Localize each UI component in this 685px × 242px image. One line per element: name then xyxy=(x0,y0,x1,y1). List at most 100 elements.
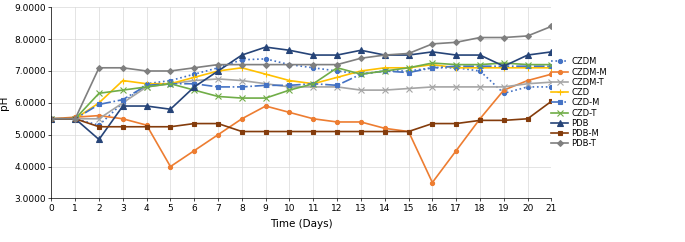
CZDM-M xyxy=(404,130,412,133)
CZDM-T xyxy=(166,82,175,85)
PDB-M xyxy=(238,130,246,133)
CZDM xyxy=(476,69,484,72)
PDB xyxy=(166,108,175,111)
CZDM xyxy=(190,73,199,76)
PDB-T xyxy=(142,69,151,72)
Legend: CZDM, CZDM-M, CZDM-T, CZD, CZD-M, CZD-T, PDB, PDB-M, PDB-T: CZDM, CZDM-M, CZDM-T, CZD, CZD-M, CZD-T,… xyxy=(551,57,607,148)
PDB-T xyxy=(523,35,532,38)
PDB-M xyxy=(404,130,412,133)
X-axis label: Time (Days): Time (Days) xyxy=(270,219,333,228)
CZD-T xyxy=(47,117,55,120)
PDB-M xyxy=(47,117,55,120)
CZDM-M xyxy=(262,105,270,107)
CZD-M xyxy=(452,65,460,68)
CZD-M xyxy=(381,69,389,72)
CZD-T xyxy=(547,63,556,66)
PDB-T xyxy=(286,63,294,66)
CZD-T xyxy=(71,117,79,120)
PDB-T xyxy=(190,66,199,69)
PDB-M xyxy=(214,122,222,125)
CZDM-T xyxy=(190,79,199,82)
CZD-T xyxy=(523,63,532,66)
CZD-M xyxy=(119,98,127,101)
CZDM xyxy=(238,58,246,61)
CZD xyxy=(499,66,508,69)
CZDM-M xyxy=(476,117,484,120)
PDB-T xyxy=(381,54,389,57)
PDB-M xyxy=(119,125,127,128)
CZD-T xyxy=(499,61,508,64)
PDB-T xyxy=(166,69,175,72)
CZDM-M xyxy=(47,117,55,120)
CZDM-M xyxy=(452,149,460,152)
CZD xyxy=(309,82,317,85)
CZDM-T xyxy=(262,82,270,85)
PDB-M xyxy=(499,119,508,122)
CZDM xyxy=(71,117,79,120)
CZDM-M xyxy=(523,79,532,82)
CZDM-T xyxy=(523,82,532,85)
CZDM-M xyxy=(499,89,508,91)
CZD xyxy=(381,66,389,69)
CZD xyxy=(523,66,532,69)
PDB xyxy=(119,105,127,107)
CZD-T xyxy=(166,82,175,85)
CZDM xyxy=(523,85,532,88)
CZD-M xyxy=(333,84,341,87)
CZD-M xyxy=(547,65,556,68)
CZD-M xyxy=(47,117,55,120)
CZDM-T xyxy=(47,117,55,120)
PDB-M xyxy=(190,122,199,125)
CZD-M xyxy=(166,82,175,85)
CZD-T xyxy=(476,63,484,66)
CZDM-T xyxy=(286,85,294,88)
CZDM-T xyxy=(428,85,436,88)
Y-axis label: pH: pH xyxy=(0,96,9,110)
CZD-T xyxy=(238,97,246,99)
CZD-M xyxy=(428,66,436,69)
CZD-M xyxy=(71,117,79,120)
PDB-M xyxy=(381,130,389,133)
PDB xyxy=(452,54,460,57)
PDB-M xyxy=(166,125,175,128)
CZD xyxy=(190,76,199,79)
CZDM xyxy=(547,85,556,88)
CZD xyxy=(214,69,222,72)
CZD-M xyxy=(309,82,317,85)
PDB-T xyxy=(476,36,484,39)
PDB-T xyxy=(499,36,508,39)
CZDM xyxy=(214,66,222,69)
CZD-T xyxy=(286,89,294,91)
PDB-M xyxy=(547,100,556,103)
CZD-T xyxy=(309,82,317,85)
CZDM-M xyxy=(238,117,246,120)
PDB xyxy=(357,49,365,52)
PDB xyxy=(428,50,436,53)
CZDM xyxy=(119,101,127,104)
PDB-M xyxy=(286,130,294,133)
CZDM-T xyxy=(381,89,389,91)
CZDM-T xyxy=(71,117,79,120)
CZD-T xyxy=(333,66,341,69)
CZDM-M xyxy=(119,117,127,120)
CZD xyxy=(262,73,270,76)
PDB xyxy=(47,117,55,120)
CZDM-M xyxy=(214,133,222,136)
CZDM xyxy=(381,69,389,72)
CZD xyxy=(286,79,294,82)
CZDM-T xyxy=(119,101,127,104)
PDB-T xyxy=(214,63,222,66)
PDB xyxy=(381,54,389,57)
PDB-M xyxy=(476,119,484,122)
CZD-M xyxy=(262,84,270,87)
PDB-T xyxy=(262,63,270,66)
PDB-M xyxy=(333,130,341,133)
CZDM-M xyxy=(381,127,389,130)
PDB-T xyxy=(309,63,317,66)
CZD xyxy=(452,66,460,69)
CZDM-T xyxy=(476,85,484,88)
CZD xyxy=(404,66,412,69)
CZD-T xyxy=(119,89,127,91)
CZD-M xyxy=(286,84,294,87)
CZDM-M xyxy=(190,149,199,152)
